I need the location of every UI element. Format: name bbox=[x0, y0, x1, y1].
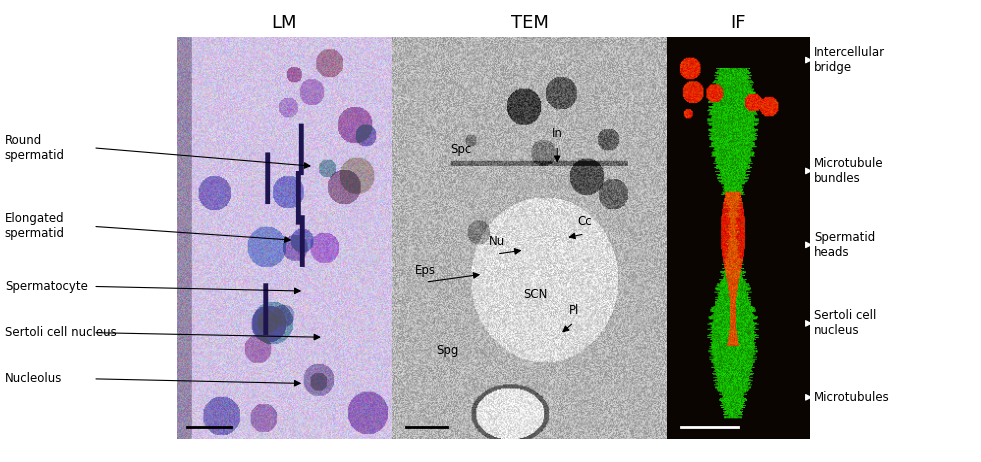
Text: IF: IF bbox=[731, 14, 746, 32]
Text: Spermatocyte: Spermatocyte bbox=[5, 280, 87, 293]
Text: Nu: Nu bbox=[489, 236, 505, 249]
Text: LM: LM bbox=[272, 14, 297, 32]
Text: Nucleolus: Nucleolus bbox=[5, 372, 62, 385]
Text: Spermatid
heads: Spermatid heads bbox=[814, 231, 875, 259]
Text: Elongated
spermatid: Elongated spermatid bbox=[5, 213, 65, 240]
Text: Round
spermatid: Round spermatid bbox=[5, 134, 65, 162]
Text: SCN: SCN bbox=[523, 288, 547, 301]
Text: Sertoli cell
nucleus: Sertoli cell nucleus bbox=[814, 310, 877, 337]
Text: Sertoli cell nucleus: Sertoli cell nucleus bbox=[5, 326, 117, 339]
Text: Eps: Eps bbox=[415, 264, 436, 277]
Text: Microtubule
bundles: Microtubule bundles bbox=[814, 157, 884, 185]
Text: Spc: Spc bbox=[450, 143, 472, 156]
Text: In: In bbox=[551, 127, 563, 140]
Text: TEM: TEM bbox=[511, 14, 548, 32]
Text: Microtubules: Microtubules bbox=[814, 391, 890, 404]
Text: Spg: Spg bbox=[437, 344, 458, 357]
Text: Cc: Cc bbox=[578, 215, 592, 228]
Text: Pl: Pl bbox=[569, 304, 579, 317]
Text: Intercellular
bridge: Intercellular bridge bbox=[814, 46, 886, 74]
